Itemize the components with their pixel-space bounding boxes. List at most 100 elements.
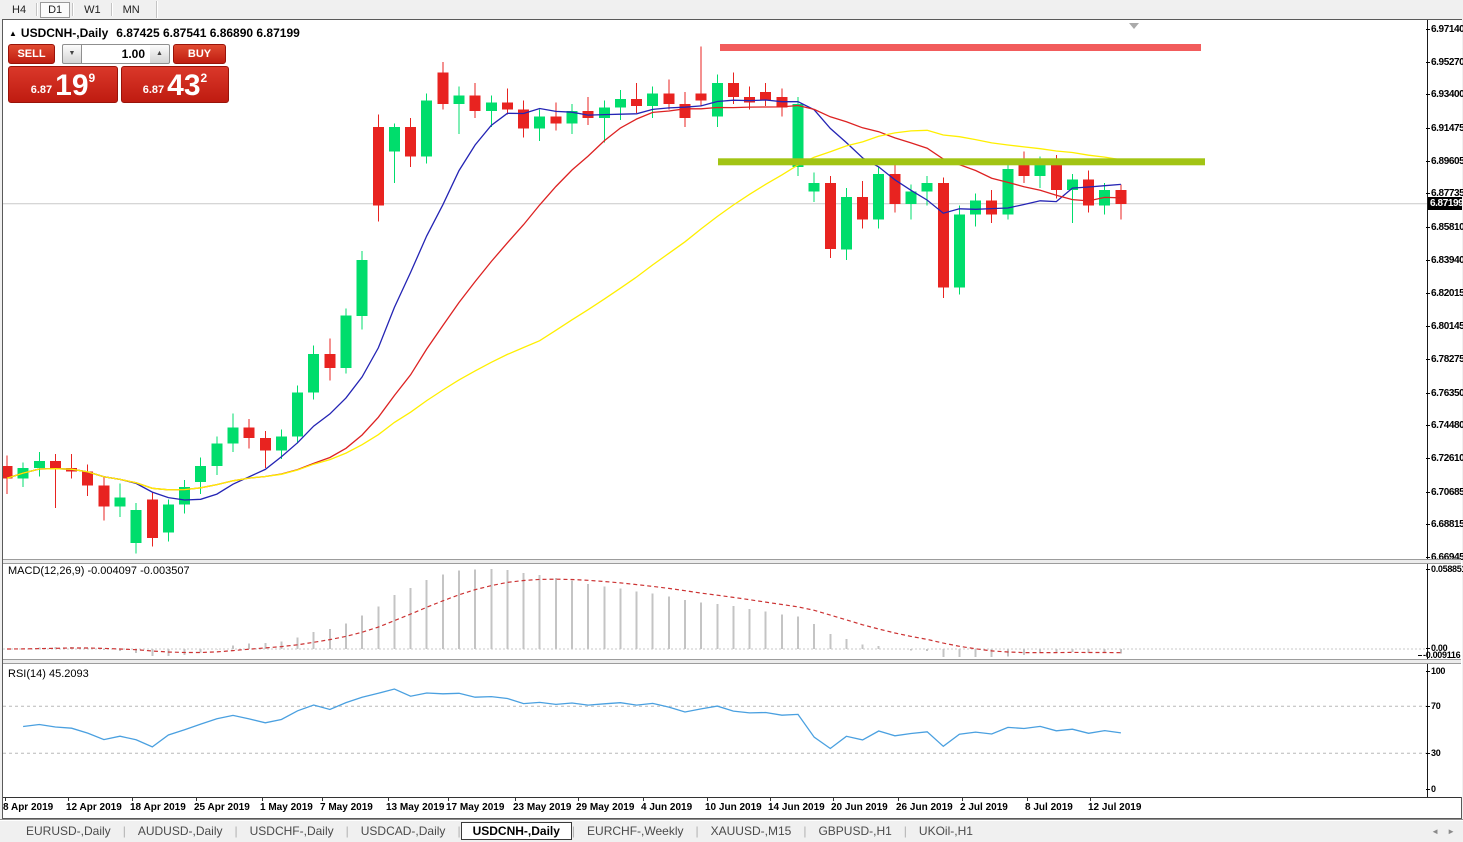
tab-eurusd-daily[interactable]: EURUSD-,Daily [26, 824, 111, 838]
price-axis-label: 6.78275 [1425, 354, 1463, 365]
tab-audusd-daily[interactable]: AUDUSD-,Daily [137, 824, 223, 838]
price-scale: 6.87199 6.97140 6.95270 6.93400 6.91475 6.89… [1417, 20, 1463, 797]
symbol-title: USDCNH-,Daily [20, 26, 109, 40]
tab-gbpusd-h1[interactable]: GBPUSD-,H1 [818, 824, 892, 838]
macd-label: MACD(12,26,9) -0.004097 -0.003507 [8, 565, 190, 577]
chart-title: ▲ USDCNH-,Daily 6.87425 6.87541 6.86890 6.… [9, 26, 300, 40]
tab-usdcad-daily[interactable]: USDCAD-,Daily [360, 824, 446, 838]
price-axis-label: 6.68815 [1425, 519, 1463, 530]
tab-xauusd-m15[interactable]: XAUUSD-,M15 [710, 824, 792, 838]
date-axis-label: 1 May 2019 [260, 802, 313, 813]
date-axis: 8 Apr 2019 12 Apr 2019 18 Apr 2019 25 Apr 2… [3, 797, 1461, 818]
price-axis-label: 6.97140 [1425, 24, 1463, 35]
date-tick [770, 798, 771, 801]
rsi-scale-label: 70 [1425, 701, 1441, 711]
macd-scale-label: 0.00 [1425, 643, 1448, 653]
date-tick [388, 798, 389, 801]
timeframe-button-d1[interactable]: D1 [40, 1, 71, 18]
tab-usdcnh-daily[interactable]: USDCNH-,Daily [460, 822, 572, 840]
tab-eurchf-weekly[interactable]: EURCHF-,Weekly [587, 824, 684, 838]
date-axis-label: 8 Apr 2019 [3, 802, 54, 813]
date-axis-label: 13 May 2019 [386, 802, 445, 813]
price-axis-label: 6.70685 [1425, 487, 1463, 498]
date-axis-label: 2 Jul 2019 [960, 802, 1008, 813]
buy-price-pipette: 2 [200, 71, 208, 85]
volume-decrease-icon[interactable]: ▼ [62, 44, 82, 64]
price-axis-label: 6.91475 [1425, 123, 1463, 134]
price-axis-label: 6.74480 [1425, 420, 1463, 431]
tab-separator: | [122, 824, 126, 838]
price-axis-label: 6.93400 [1425, 89, 1463, 100]
toolbar-separator [36, 3, 39, 16]
ohlc-values: 6.87425 6.87541 6.86890 6.87199 [116, 26, 300, 40]
date-axis-label: 14 Jun 2019 [768, 802, 825, 813]
date-axis-label: 7 May 2019 [320, 802, 373, 813]
date-axis-label: 12 Apr 2019 [66, 802, 122, 813]
collapse-arrow-icon[interactable]: ▲ [9, 29, 17, 38]
date-axis-label: 26 Jun 2019 [896, 802, 953, 813]
date-axis-label: 12 Jul 2019 [1088, 802, 1142, 813]
date-tick [1027, 798, 1028, 801]
date-axis-label: 29 May 2019 [576, 802, 635, 813]
timeframe-button-h4[interactable]: H4 [12, 3, 27, 16]
date-tick [1090, 798, 1091, 801]
buy-price-main: 43 [167, 69, 201, 102]
toolbar-separator [155, 1, 158, 18]
tab-scroll-arrows: ◄ ► [1423, 827, 1455, 836]
date-tick [515, 798, 516, 801]
date-tick [5, 798, 6, 801]
macd-scale-label: 0.058851 [1425, 564, 1463, 574]
toolbar-separator [110, 3, 113, 16]
tab-separator: | [803, 824, 807, 838]
chart-plot-area[interactable]: ▲ USDCNH-,Daily 6.87425 6.87541 6.86890 6.… [3, 20, 1428, 797]
date-tick [132, 798, 133, 801]
sell-button[interactable]: SELL [8, 44, 55, 64]
buy-price-prefix: 6.87 [142, 84, 165, 96]
macd-scale-label: -0.009116 [1417, 650, 1461, 660]
sell-price-main: 19 [55, 69, 89, 102]
tab-separator: | [695, 824, 699, 838]
tab-ukoil-h1[interactable]: UKOil-,H1 [918, 824, 973, 838]
date-tick [196, 798, 197, 801]
panel-separator[interactable] [3, 659, 1461, 664]
buy-button[interactable]: BUY [173, 44, 226, 64]
sell-price-tile[interactable]: 6.87 19 9 [8, 66, 118, 103]
tab-separator: | [571, 824, 576, 838]
tab-separator: | [345, 824, 349, 838]
price-axis-label: 6.80145 [1425, 321, 1463, 332]
date-axis-label: 25 Apr 2019 [194, 802, 250, 813]
volume-input[interactable]: 1.00 [82, 44, 150, 64]
date-tick [322, 798, 323, 801]
price-axis-label: 6.85810 [1425, 222, 1463, 233]
timeframe-button-w1[interactable]: W1 [84, 3, 101, 16]
price-axis-label: 6.72610 [1425, 453, 1463, 464]
date-tick [68, 798, 69, 801]
chart-shift-marker-icon[interactable] [1129, 23, 1139, 29]
date-axis-label: 17 May 2019 [446, 802, 505, 813]
date-axis-label: 20 Jun 2019 [831, 802, 888, 813]
tab-scroll-right-icon[interactable]: ► [1447, 827, 1455, 836]
date-tick [643, 798, 644, 801]
date-tick [448, 798, 449, 801]
chart-canvas[interactable] [3, 20, 1427, 797]
volume-increase-icon[interactable]: ▲ [150, 44, 170, 64]
price-axis-label: 6.95270 [1425, 57, 1463, 68]
buy-price-tile[interactable]: 6.87 43 2 [121, 66, 229, 103]
tab-separator: | [234, 824, 238, 838]
tab-scroll-left-icon[interactable]: ◄ [1431, 827, 1440, 836]
date-axis-label: 4 Jun 2019 [641, 802, 693, 813]
one-click-trading-panel: SELL ▼ 1.00 ▲ BUY 6.87 19 9 6.87 43 2 [8, 44, 232, 103]
tab-separator: | [457, 824, 461, 838]
current-price-badge: 6.87199 [1428, 197, 1463, 210]
date-tick [898, 798, 899, 801]
date-tick [962, 798, 963, 801]
rsi-scale-label: 100 [1425, 666, 1446, 676]
panel-separator[interactable] [3, 559, 1461, 564]
price-axis-label: 6.83940 [1425, 255, 1463, 266]
sell-price-pipette: 9 [88, 71, 96, 85]
price-axis-label: 6.76350 [1425, 388, 1463, 399]
tab-usdchf-daily[interactable]: USDCHF-,Daily [249, 824, 334, 838]
toolbar-separator [72, 3, 75, 16]
timeframe-button-mn[interactable]: MN [122, 3, 140, 16]
chart-tabs-bar: EURUSD-,Daily | AUDUSD-,Daily | USDCHF-,Dail… [0, 819, 1463, 842]
